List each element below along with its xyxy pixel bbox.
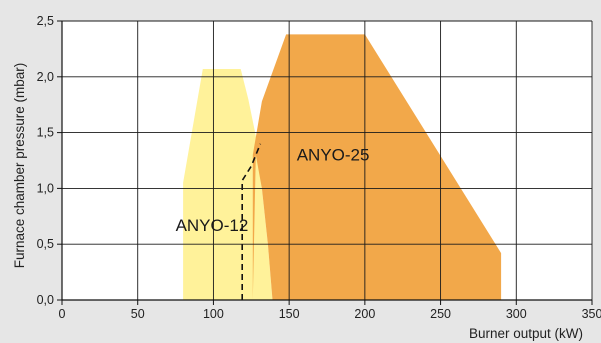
series-areas [183, 34, 502, 301]
x-tick-label: 100 [203, 307, 224, 321]
x-tick-label: 200 [354, 307, 375, 321]
y-tick-label: 2,5 [37, 14, 54, 28]
area-anyo-12 [183, 69, 273, 300]
area-anyo-25 [252, 34, 502, 301]
x-tick-label: 300 [506, 307, 527, 321]
tick-labels: 0 50 100 150 200 250 300 350 0,0 0,5 1,0 1,5 2,0 2,5 [37, 14, 601, 321]
x-tick-label: 250 [430, 307, 451, 321]
x-tick-label: 150 [279, 307, 300, 321]
x-tick-label: 350 [582, 307, 601, 321]
y-tick-label: 0,0 [37, 293, 54, 307]
grid-lines [62, 20, 593, 300]
series-labels: ANYO-12 ANYO-25 [176, 146, 370, 235]
y-tick-label: 0,5 [37, 237, 54, 251]
x-tick-label: 50 [131, 307, 145, 321]
series-label-anyo-25: ANYO-25 [297, 146, 370, 165]
y-tick-label: 1,0 [37, 181, 54, 195]
x-axis-title: Burner output (kW) [469, 326, 583, 341]
axes [57, 20, 593, 305]
y-tick-label: 2,0 [37, 70, 54, 84]
series-label-anyo-12: ANYO-12 [176, 216, 249, 235]
y-axis-title: Furnace chamber pressure (mbar) [12, 63, 27, 269]
y-tick-label: 1,5 [37, 126, 54, 140]
x-tick-label: 0 [59, 307, 66, 321]
